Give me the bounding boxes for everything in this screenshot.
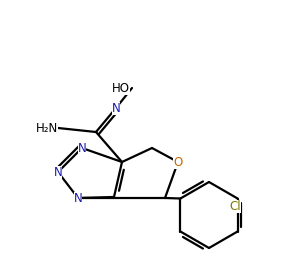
Text: O: O [173,155,183,168]
Text: HO: HO [112,82,130,94]
Text: N: N [74,192,82,204]
Text: N: N [78,141,86,154]
Text: N: N [112,102,120,115]
Text: N: N [54,166,62,179]
Text: H₂N: H₂N [36,121,58,135]
Text: Cl: Cl [230,200,241,213]
